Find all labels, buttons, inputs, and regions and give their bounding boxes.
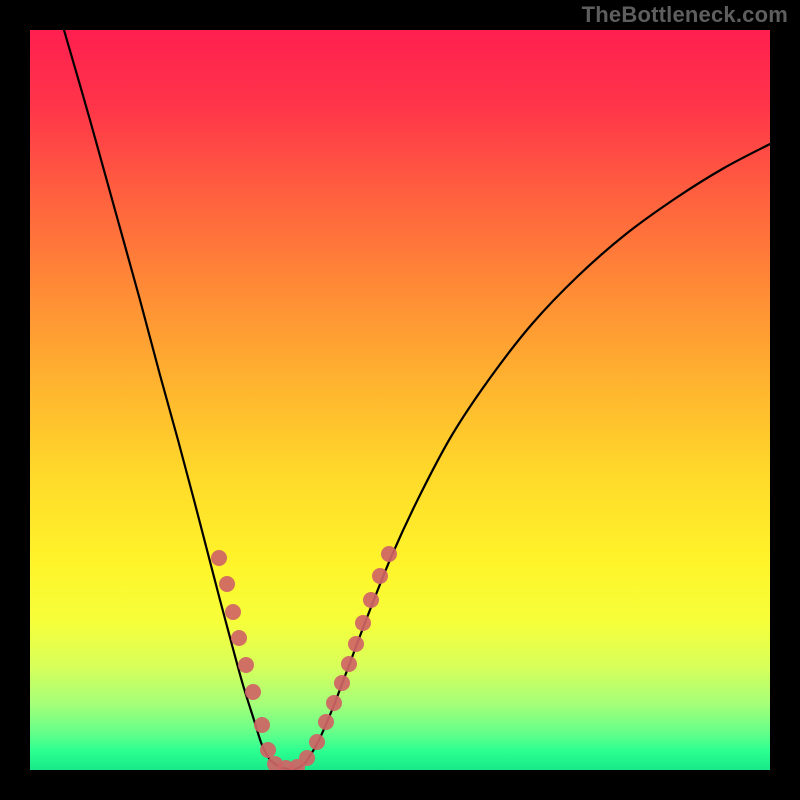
data-point [363,592,379,608]
data-point [231,630,247,646]
data-point [355,615,371,631]
data-point [326,695,342,711]
chart-canvas [0,0,800,800]
data-point [211,550,227,566]
data-point [238,657,254,673]
watermark-text: TheBottleneck.com [582,2,788,28]
data-point [381,546,397,562]
data-point [309,734,325,750]
data-point [299,750,315,766]
data-point [254,717,270,733]
data-point [225,604,241,620]
data-point [348,636,364,652]
stage: TheBottleneck.com [0,0,800,800]
data-point [318,714,334,730]
data-point [372,568,388,584]
data-point [334,675,350,691]
data-point [219,576,235,592]
data-point [260,742,276,758]
gradient-plot-area [30,30,770,770]
data-point [245,684,261,700]
data-point [341,656,357,672]
